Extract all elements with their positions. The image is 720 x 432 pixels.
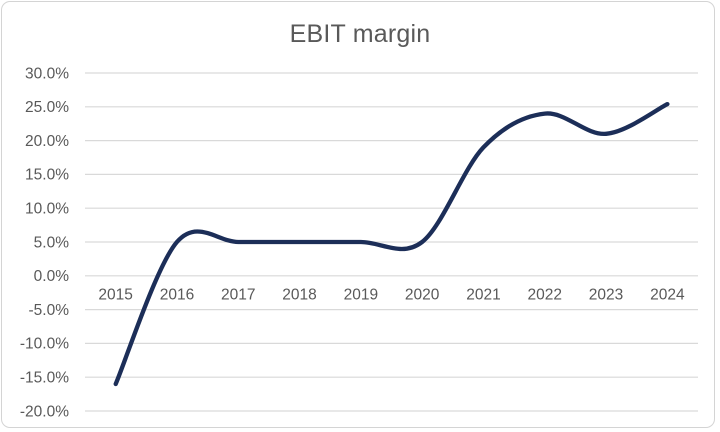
y-tick-label: 10.0% — [25, 201, 69, 218]
x-tick-label: 2020 — [405, 287, 440, 304]
x-tick-label: 2021 — [466, 287, 500, 304]
y-tick-label: -20.0% — [20, 403, 69, 420]
y-tick-label: 0.0% — [34, 268, 70, 285]
ebit-margin-series-line — [113, 101, 670, 387]
y-tick-label: 20.0% — [25, 133, 69, 150]
y-tick-label: 30.0% — [25, 65, 69, 82]
x-tick-label: 2015 — [98, 287, 132, 304]
y-tick-label: 5.0% — [34, 234, 70, 251]
x-tick-label: 2017 — [221, 287, 255, 304]
x-tick-label: 2018 — [282, 287, 316, 304]
y-tick-label: -5.0% — [29, 302, 70, 319]
x-tick-label: 2024 — [650, 287, 685, 304]
x-tick-label: 2022 — [528, 287, 562, 304]
y-tick-label: -10.0% — [20, 336, 69, 353]
y-tick-label: -15.0% — [20, 370, 69, 387]
chart-title: EBIT margin — [289, 20, 431, 48]
y-tick-label: 15.0% — [25, 167, 69, 184]
y-tick-label: 25.0% — [25, 99, 69, 116]
x-tick-label: 2023 — [589, 287, 623, 304]
x-tick-label: 2019 — [344, 287, 378, 304]
x-tick-label: 2016 — [160, 287, 194, 304]
